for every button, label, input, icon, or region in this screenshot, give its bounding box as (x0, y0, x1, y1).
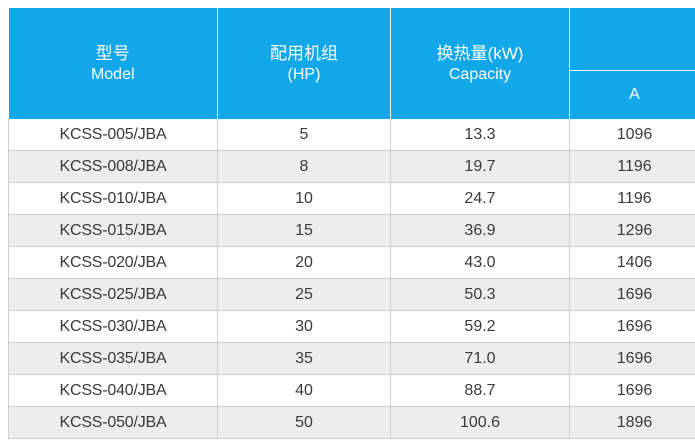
model-cell: KCSS-010/JBA (8, 182, 218, 215)
table-row: KCSS-030/JBA 30 59.2 1696 (8, 310, 695, 343)
table-row: KCSS-025/JBA 25 50.3 1696 (8, 278, 695, 311)
model-cell: KCSS-008/JBA (8, 150, 218, 183)
header-model-cn: 型号 (95, 43, 130, 63)
dim-a-cell: 1696 (569, 374, 695, 407)
table-header: 型号 Model 配用机组 (HP) 换热量(kW) Capacity A (8, 8, 695, 119)
model-cell: KCSS-015/JBA (8, 214, 218, 247)
dim-a-cell: 1296 (569, 214, 695, 247)
table-row: KCSS-015/JBA 15 36.9 1296 (8, 214, 695, 247)
hp-cell: 25 (217, 278, 391, 311)
hp-cell: 35 (217, 342, 391, 375)
capacity-cell: 13.3 (390, 119, 570, 151)
dim-a-cell: 1696 (569, 310, 695, 343)
hp-cell: 40 (217, 374, 391, 407)
header-capacity-en: Capacity (448, 65, 512, 83)
model-cell: KCSS-020/JBA (8, 246, 218, 279)
capacity-cell: 88.7 (390, 374, 570, 407)
header-hp-en: (HP) (287, 65, 321, 83)
header-capacity-cn: 换热量(kW) (436, 43, 524, 63)
hp-cell: 5 (217, 119, 391, 151)
model-cell: KCSS-005/JBA (8, 119, 218, 151)
hp-cell: 30 (217, 310, 391, 343)
table-row: KCSS-035/JBA 35 71.0 1696 (8, 342, 695, 375)
header-model-en: Model (90, 65, 135, 83)
capacity-cell: 71.0 (390, 342, 570, 375)
dim-a-cell: 1196 (569, 182, 695, 215)
header-hp: 配用机组 (HP) (217, 8, 391, 119)
table-row: KCSS-010/JBA 10 24.7 1196 (8, 182, 695, 215)
header-dimensions (569, 8, 695, 71)
dim-a-cell: 1196 (569, 150, 695, 183)
header-dim-a: A (569, 70, 695, 119)
capacity-cell: 36.9 (390, 214, 570, 247)
capacity-cell: 50.3 (390, 278, 570, 311)
header-capacity: 换热量(kW) Capacity (390, 8, 570, 119)
dim-a-cell: 1696 (569, 342, 695, 375)
model-cell: KCSS-035/JBA (8, 342, 218, 375)
model-cell: KCSS-030/JBA (8, 310, 218, 343)
capacity-cell: 59.2 (390, 310, 570, 343)
header-model: 型号 Model (8, 8, 218, 119)
capacity-cell: 43.0 (390, 246, 570, 279)
model-cell: KCSS-040/JBA (8, 374, 218, 407)
model-cell: KCSS-050/JBA (8, 406, 218, 439)
spec-table: 型号 Model 配用机组 (HP) 换热量(kW) Capacity A KC… (8, 8, 695, 439)
table-row: KCSS-008/JBA 8 19.7 1196 (8, 150, 695, 183)
table-body: KCSS-005/JBA 5 13.3 1096 KCSS-008/JBA 8 19.7 11… (8, 119, 695, 439)
dim-a-cell: 1696 (569, 278, 695, 311)
hp-cell: 10 (217, 182, 391, 215)
hp-cell: 50 (217, 406, 391, 439)
dim-a-cell: 1096 (569, 119, 695, 151)
table-row: KCSS-020/JBA 20 43.0 1406 (8, 246, 695, 279)
hp-cell: 15 (217, 214, 391, 247)
table-row: KCSS-005/JBA 5 13.3 1096 (8, 119, 695, 151)
dim-a-cell: 1406 (569, 246, 695, 279)
hp-cell: 8 (217, 150, 391, 183)
table-row: KCSS-050/JBA 50 100.6 1896 (8, 406, 695, 439)
capacity-cell: 19.7 (390, 150, 570, 183)
capacity-cell: 24.7 (390, 182, 570, 215)
table-row: KCSS-040/JBA 40 88.7 1696 (8, 374, 695, 407)
hp-cell: 20 (217, 246, 391, 279)
model-cell: KCSS-025/JBA (8, 278, 218, 311)
dim-a-cell: 1896 (569, 406, 695, 439)
header-hp-cn: 配用机组 (270, 43, 338, 63)
capacity-cell: 100.6 (390, 406, 570, 439)
